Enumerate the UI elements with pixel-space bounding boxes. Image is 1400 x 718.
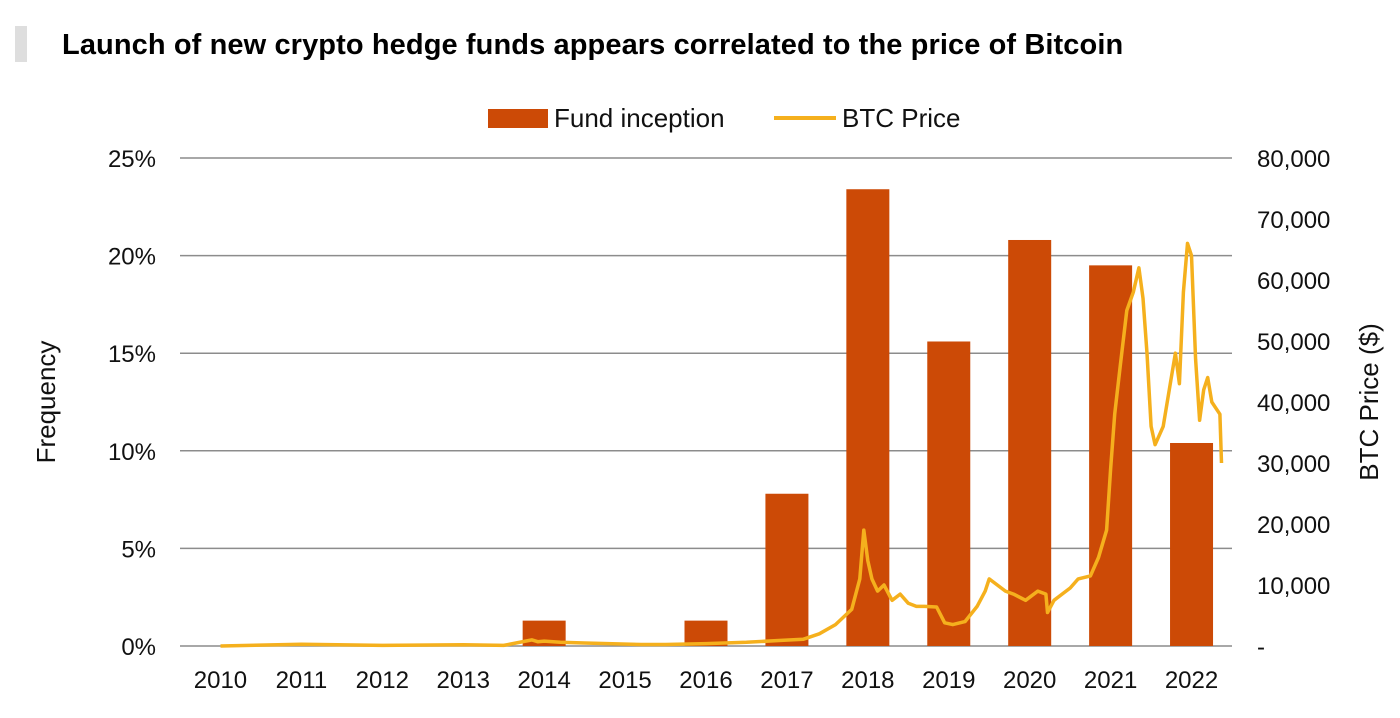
- y2-tick-label: -: [1257, 634, 1265, 661]
- x-tick-label: 2021: [1084, 667, 1137, 694]
- axis-ticks: 0% 5% 10% 15% 20% 25% - 10,000 20,000 30,000 40,00…: [108, 146, 1330, 694]
- y-tick-label: 20%: [108, 244, 156, 271]
- x-tick-label: 2015: [598, 667, 651, 694]
- legend-swatch-fund-inception: [488, 109, 548, 128]
- y-tick-label: 15%: [108, 341, 156, 368]
- x-tick-label: 2018: [841, 667, 894, 694]
- btc-price-line: [220, 241, 1224, 648]
- x-tick-label: 2017: [760, 667, 813, 694]
- y2-tick-label: 70,000: [1257, 207, 1330, 234]
- x-tick-label: 2014: [517, 667, 570, 694]
- x-tick-label: 2016: [679, 667, 732, 694]
- y-tick-label: 25%: [108, 146, 156, 173]
- x-tick-label: 2019: [922, 667, 975, 694]
- fund-inception-bars: [522, 189, 1214, 646]
- x-tick-label: 2022: [1165, 667, 1218, 694]
- x-tick-label: 2013: [437, 667, 490, 694]
- y2-tick-label: 50,000: [1257, 329, 1330, 356]
- legend-label-btc-price: BTC Price: [842, 103, 960, 133]
- grid-lines: [180, 157, 1232, 647]
- y2-tick-label: 60,000: [1257, 268, 1330, 295]
- y2-tick-label: 20,000: [1257, 512, 1330, 539]
- x-tick-label: 2011: [276, 667, 328, 694]
- title-accent-bar: [15, 26, 27, 62]
- bar: [846, 189, 890, 646]
- x-tick-label: 2010: [194, 667, 247, 694]
- legend: Fund inception BTC Price: [488, 103, 960, 133]
- bar: [927, 341, 971, 646]
- y-tick-label: 0%: [121, 634, 156, 661]
- bar: [1170, 442, 1214, 646]
- y2-tick-label: 80,000: [1257, 146, 1330, 173]
- chart-title: Launch of new crypto hedge funds appears…: [62, 29, 1124, 61]
- legend-label-fund-inception: Fund inception: [554, 103, 725, 133]
- y2-tick-label: 40,000: [1257, 390, 1330, 417]
- bar: [1008, 239, 1052, 646]
- y-tick-label: 10%: [108, 439, 156, 466]
- y-axis-title: Frequency: [31, 341, 61, 464]
- y2-tick-label: 30,000: [1257, 451, 1330, 478]
- btc-price-line-group: [220, 241, 1224, 648]
- x-tick-label: 2012: [356, 667, 409, 694]
- bar: [765, 493, 809, 646]
- y-tick-label: 5%: [121, 536, 156, 563]
- x-tick-label: 2020: [1003, 667, 1056, 694]
- y2-tick-label: 10,000: [1257, 573, 1330, 600]
- y2-axis-title: BTC Price ($): [1354, 323, 1384, 480]
